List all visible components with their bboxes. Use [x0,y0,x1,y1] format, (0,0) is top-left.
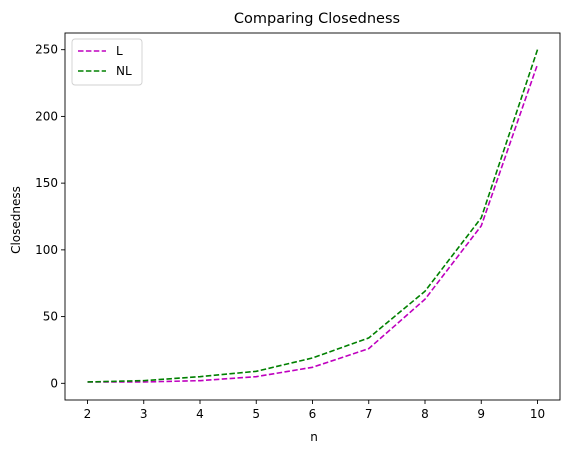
y-tick-label: 100 [35,243,58,257]
legend: L NL [71,38,143,86]
x-tick-label: 6 [309,407,317,421]
chart-title: Comparing Closedness [234,11,400,27]
y-tick-label: 200 [35,109,58,123]
legend-label-nl: NL [116,64,132,78]
series-line-nl [87,49,539,383]
y-axis-label: Closedness [9,186,23,254]
x-tick-label: 8 [421,407,429,421]
y-tick-label: 0 [50,376,58,390]
x-axis-label: n [310,430,318,444]
legend-label-l: L [116,44,123,58]
legend-box [71,38,143,86]
x-tick-label: 7 [365,407,373,421]
series-line-l [87,64,539,383]
x-tick-label: 4 [196,407,204,421]
y-tick-label: 50 [43,310,58,324]
plot-frame [64,32,561,401]
y-tick-label: 250 [35,43,58,57]
x-tick-label: 2 [84,407,92,421]
x-tick-label: 3 [140,407,148,421]
y-tick-label: 150 [35,176,58,190]
x-tick-label: 10 [530,407,545,421]
x-tick-label: 5 [252,407,260,421]
x-tick-label: 9 [477,407,485,421]
